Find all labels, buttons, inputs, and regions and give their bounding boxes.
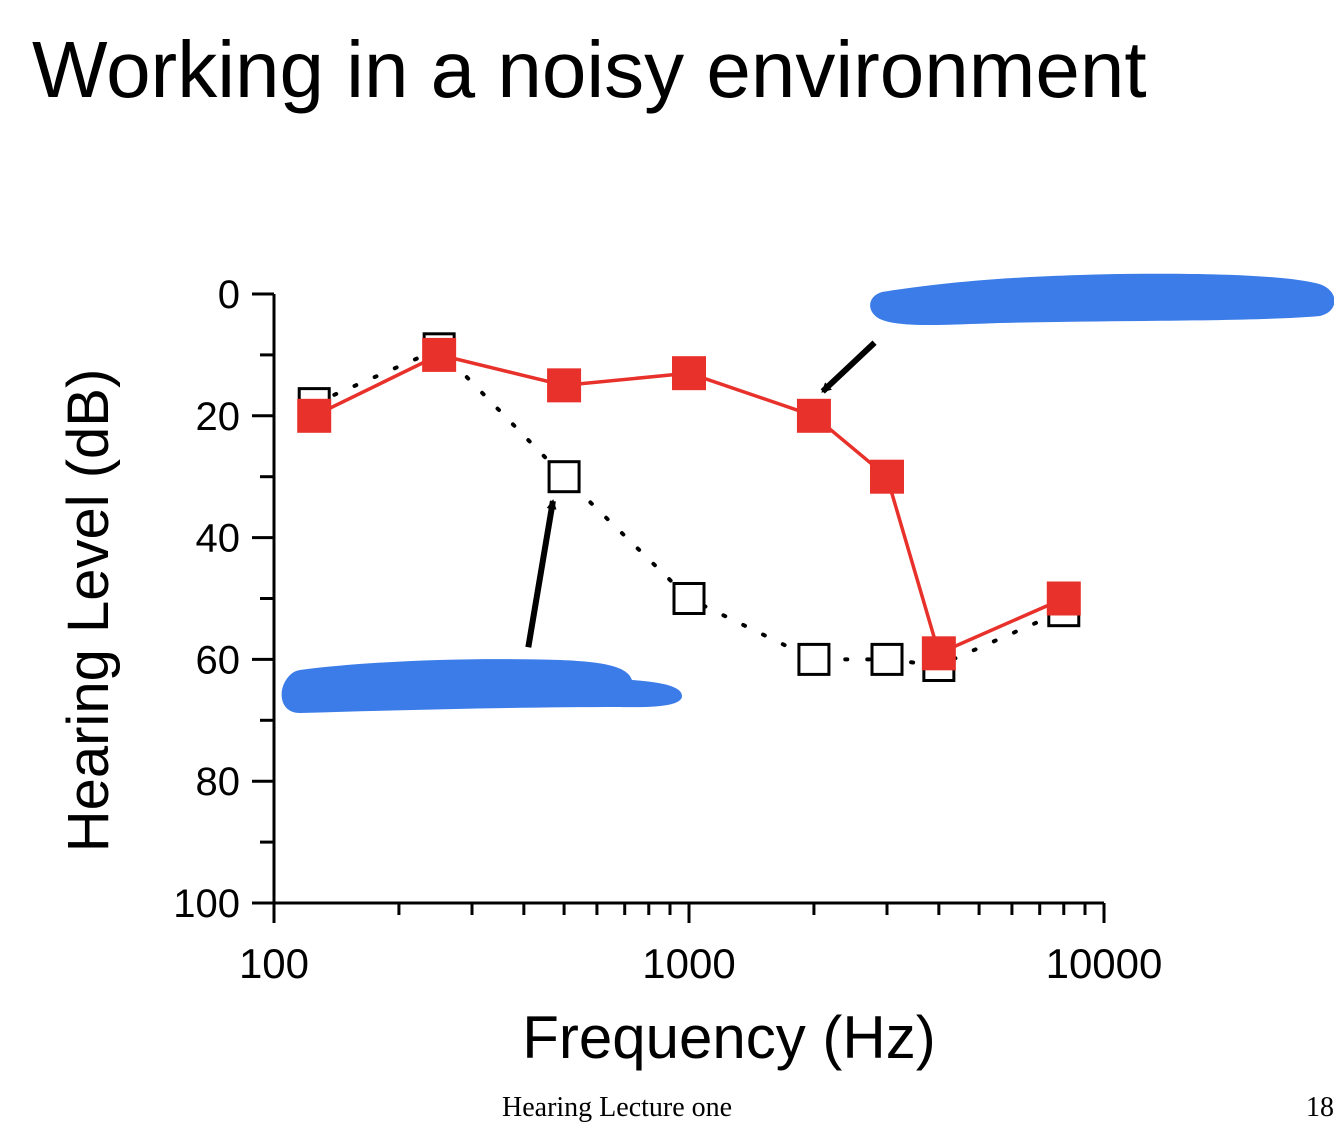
filled-square-marker	[297, 398, 332, 433]
redaction-scribble-top-right	[870, 273, 1334, 326]
redaction-scribble-bottom-left	[281, 659, 682, 713]
y-axis-title: Hearing Level (dB)	[56, 369, 121, 853]
y-tick-label: 100	[173, 882, 240, 926]
filled-square-marker	[921, 636, 956, 671]
filled-square-marker	[796, 398, 831, 433]
annotations	[525, 340, 877, 648]
filled-square-marker	[672, 356, 706, 391]
x-tick-label: 100	[239, 940, 309, 987]
filled-square-marker	[1046, 581, 1081, 616]
filled-square-marker	[547, 368, 582, 403]
page-number: 18	[1306, 1092, 1334, 1123]
slide-title: Working in a noisy environment	[32, 25, 1147, 114]
y-tick-label: 40	[196, 517, 241, 561]
filled-square-marker	[422, 337, 457, 372]
redactions	[281, 273, 1334, 713]
series-line-solid	[312, 353, 1066, 656]
open-square-marker	[870, 642, 904, 676]
y-tick-label: 20	[196, 395, 241, 439]
y-tick-label: 0	[218, 273, 240, 317]
slide-footer: Hearing Lecture one	[502, 1092, 733, 1123]
series-line-dotted	[312, 346, 1066, 668]
open-square-marker	[672, 582, 706, 615]
annotation-arrow	[820, 340, 877, 394]
x-tick-label: 10000	[1046, 940, 1163, 987]
x-axis-title: Frequency (Hz)	[522, 1004, 935, 1071]
data-series	[297, 332, 1081, 682]
y-tick-label: 80	[196, 760, 241, 804]
axes: 0 20 40 60 80 100 100 1000 10000 Frequency (Hz) He…	[56, 273, 1162, 1071]
filled-square-marker	[870, 459, 905, 494]
x-tick-label: 1000	[642, 940, 735, 987]
y-tick-label: 60	[196, 638, 241, 682]
open-square-marker	[797, 642, 831, 676]
annotation-arrow	[525, 499, 557, 648]
open-square-marker	[547, 460, 581, 494]
